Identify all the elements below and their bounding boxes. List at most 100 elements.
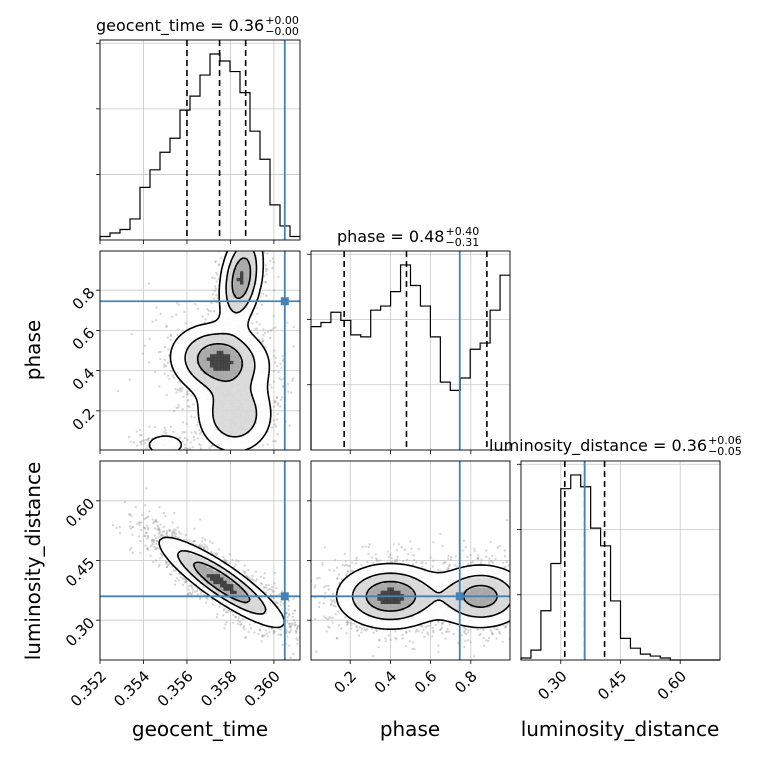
density-cell [173, 367, 178, 371]
density-cell [223, 260, 228, 265]
density-cell [246, 420, 251, 424]
sample-point [186, 405, 190, 408]
density-cell [220, 396, 224, 401]
density-cell [233, 377, 238, 381]
sample-point [305, 632, 307, 634]
density-cell [240, 413, 244, 418]
density-cell [223, 410, 228, 414]
density-cell [236, 284, 241, 288]
density-cell [256, 284, 261, 288]
sample-point [280, 590, 284, 593]
sample-point [160, 450, 162, 452]
density-cell [256, 386, 261, 391]
density-cell [210, 367, 214, 371]
sample-point [288, 644, 291, 647]
density-cell [250, 403, 254, 408]
density-cell [233, 446, 238, 450]
sample-point [315, 632, 317, 634]
sample-point [266, 330, 270, 334]
density-cell [260, 347, 264, 351]
sample-point [267, 244, 269, 246]
density-cell [166, 436, 171, 441]
sample-point [158, 505, 161, 509]
density-cell [213, 416, 218, 421]
density-cell [246, 416, 251, 421]
density-cell [206, 350, 211, 355]
sample-point [275, 395, 279, 399]
sample-point [384, 696, 386, 698]
density-cell [250, 274, 254, 278]
sample-point [129, 513, 132, 516]
density-cell [236, 314, 241, 318]
density-cell [180, 357, 184, 361]
hist-panel-phase [307, 250, 511, 454]
sample-point [236, 202, 238, 204]
sample-point [266, 635, 269, 638]
density-cell [250, 383, 254, 388]
sample-point [263, 572, 266, 575]
sample-point [196, 589, 199, 593]
sample-point [296, 638, 299, 642]
density-cell [203, 393, 208, 398]
sample-point [288, 424, 291, 427]
density-cell [256, 274, 261, 278]
density-cell [206, 416, 211, 421]
sample-point [228, 553, 232, 556]
sample-point [184, 533, 187, 537]
sample-point [130, 546, 133, 550]
sample-point [234, 244, 236, 246]
sample-point [186, 593, 190, 596]
density-cell [236, 267, 241, 272]
sample-point [236, 247, 238, 249]
density-cell [173, 360, 178, 365]
density-cell [213, 373, 218, 378]
density-cell [260, 616, 264, 621]
density-cell [240, 260, 244, 265]
density-cell [266, 620, 271, 624]
sample-point [239, 233, 241, 235]
sample-point [250, 578, 254, 581]
density-cell [243, 613, 248, 618]
density-cell [196, 377, 201, 381]
density-cell [253, 373, 258, 378]
density-cell [260, 390, 264, 395]
sample-point [290, 379, 294, 382]
density-cell [230, 330, 234, 335]
sample-point [250, 451, 252, 453]
sample-point [238, 451, 240, 453]
density-cell [210, 380, 214, 385]
density-cell [243, 426, 248, 431]
density-cell [250, 436, 254, 441]
density-cell [186, 333, 191, 338]
sample-point [201, 537, 204, 540]
sample-point [254, 580, 257, 583]
density-cell [236, 363, 241, 368]
density-cell [233, 420, 238, 424]
density-cell [256, 347, 261, 351]
density-cell [243, 323, 248, 328]
sample-point [302, 320, 304, 322]
density-cell [193, 380, 198, 385]
density-cell [223, 314, 228, 318]
sample-point [184, 446, 187, 450]
sample-point [183, 310, 186, 314]
density-cell [243, 347, 248, 351]
density-cell [230, 347, 234, 351]
density-cell [213, 340, 218, 345]
sample-point [222, 555, 225, 559]
density-cell [216, 327, 221, 331]
density-cell [243, 320, 248, 325]
sample-point [207, 453, 209, 455]
density-cell [193, 390, 198, 395]
sample-point [139, 539, 142, 543]
density-cell [253, 606, 258, 611]
sample-point [157, 351, 161, 354]
density-cell [180, 343, 184, 348]
sample-point [186, 438, 189, 441]
sample-point [154, 318, 158, 322]
density-cell [200, 340, 204, 345]
sample-point [332, 662, 334, 664]
density-cell [216, 430, 221, 434]
density-cell [216, 340, 221, 345]
sample-point [279, 628, 282, 631]
